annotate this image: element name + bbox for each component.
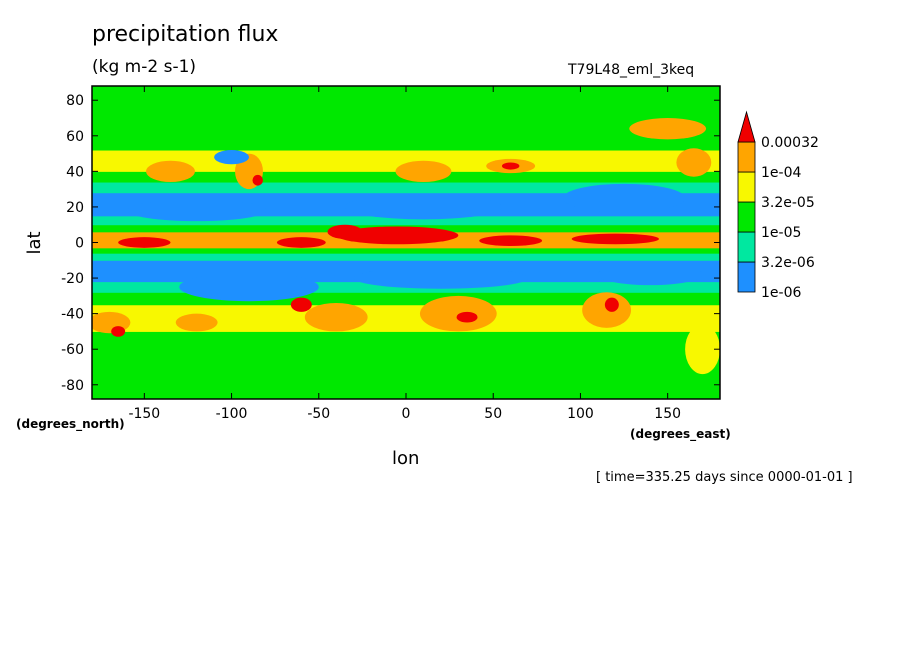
y-tick-label: -20 <box>61 271 84 287</box>
legend-swatch <box>737 231 756 263</box>
y-tick-label: 40 <box>66 164 84 180</box>
x-axis-label: lon <box>392 448 419 469</box>
lat-band <box>92 331 720 350</box>
field-feature <box>304 302 368 332</box>
field-feature <box>571 233 659 245</box>
x-tick-label: -150 <box>128 406 160 422</box>
field-feature <box>419 295 497 332</box>
field-feature <box>353 267 529 289</box>
field-feature <box>395 160 452 183</box>
field-feature <box>175 313 218 332</box>
y-tick-label: 80 <box>66 93 84 109</box>
legend-label: 1e-05 <box>761 225 801 241</box>
legend-label: 3.2e-06 <box>761 255 815 271</box>
x-tick-label: 0 <box>402 406 411 422</box>
experiment-label: T79L48_eml_3keq <box>568 62 695 78</box>
axes: -150 -100 -50 0 50 100 150 -80 -60 -40 -20 0 20 40 60 8… <box>61 86 720 422</box>
field-feature <box>563 183 686 213</box>
field-feature <box>276 237 326 248</box>
field-feature <box>597 263 703 286</box>
y-tick-label: -80 <box>61 378 84 394</box>
lat-band <box>92 260 720 272</box>
y-tick-label: 20 <box>66 200 84 216</box>
y-tick-label: -60 <box>61 342 84 358</box>
field-feature <box>252 174 263 186</box>
x-tick-label: 50 <box>484 406 502 422</box>
lat-band <box>92 182 720 194</box>
lat-band <box>92 247 720 254</box>
chart-units: (kg m-2 s-1) <box>92 57 197 77</box>
field-feature <box>179 272 319 302</box>
field-feature <box>479 235 543 247</box>
lat-band <box>92 118 720 137</box>
y-units-label: (degrees_north) <box>16 417 125 432</box>
legend-label: 3.2e-05 <box>761 195 815 211</box>
lat-band <box>92 150 720 162</box>
legend-label: 0.00032 <box>761 135 819 151</box>
field-feature <box>604 297 619 312</box>
x-tick-label: 150 <box>654 406 681 422</box>
y-tick-label: 60 <box>66 129 84 145</box>
y-tick-label: 0 <box>75 236 84 252</box>
legend-swatch <box>737 141 756 173</box>
x-units-label: (degrees_east) <box>630 427 731 442</box>
lat-band <box>92 100 720 119</box>
field-feature <box>676 148 712 177</box>
legend-swatch-top-arrow <box>737 110 756 143</box>
lat-band <box>92 349 720 368</box>
lat-band <box>92 253 720 261</box>
y-axis-label: lat <box>24 231 45 254</box>
lat-band <box>92 242 720 249</box>
lat-band <box>92 86 720 101</box>
x-tick-label: 100 <box>567 406 594 422</box>
field-feature <box>126 199 267 222</box>
lat-band <box>92 215 720 226</box>
field-feature <box>214 150 249 165</box>
colorbar-legend: 1e-06 3.2e-06 1e-05 3.2e-05 1e-04 0.00032 <box>737 110 819 301</box>
field-feature <box>456 311 478 323</box>
x-tick-label: -50 <box>307 406 330 422</box>
plot-area <box>91 85 721 400</box>
legend-swatch <box>737 171 756 203</box>
legend-label: 1e-04 <box>761 165 801 181</box>
legend-swatch <box>737 201 756 233</box>
lat-band <box>92 135 720 151</box>
chart-title: precipitation flux <box>92 22 279 47</box>
field-feature <box>336 226 459 245</box>
lat-band <box>92 304 720 318</box>
x-tick-label: -100 <box>216 406 248 422</box>
field-feature <box>582 292 632 328</box>
lat-band <box>92 366 720 386</box>
field-feature <box>685 324 720 375</box>
legend-label: 1e-06 <box>761 285 801 301</box>
legend-swatch <box>737 261 756 293</box>
field-feature <box>146 160 195 183</box>
field-feature <box>344 194 502 220</box>
field-feature <box>501 162 520 170</box>
field-feature <box>290 297 312 312</box>
y-tick-label: -40 <box>61 307 84 323</box>
time-label: [ time=335.25 days since 0000-01-01 ] <box>596 470 853 485</box>
field-feature <box>629 118 707 140</box>
lat-band <box>92 317 720 332</box>
field-feature <box>118 237 171 248</box>
field-feature <box>327 224 363 239</box>
lat-band <box>92 384 720 399</box>
field-feature <box>111 326 126 337</box>
